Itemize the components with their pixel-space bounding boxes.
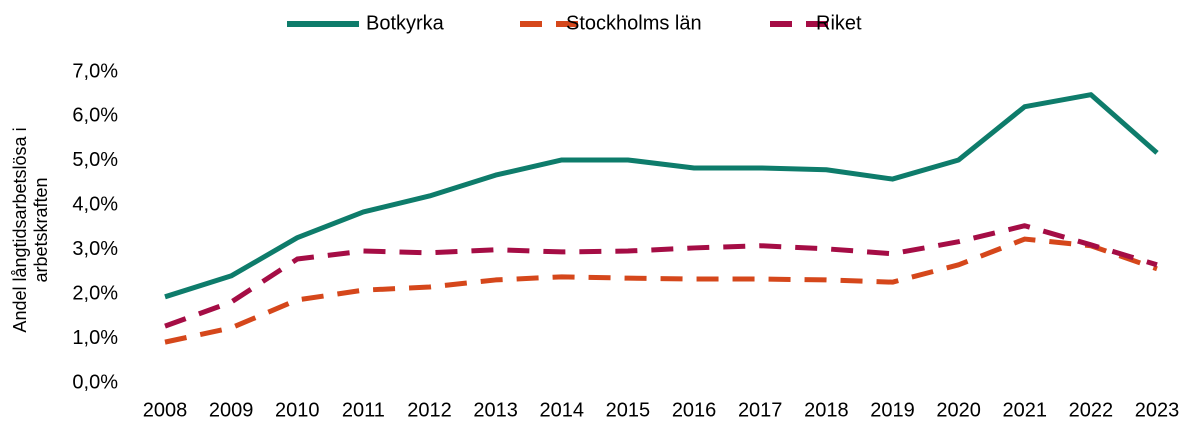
x-tick-label: 2010 [275,399,320,421]
x-tick-label: 2016 [672,399,717,421]
y-tick-label: 0,0% [72,371,118,393]
x-tick-label: 2013 [473,399,518,421]
y-tick-label: 4,0% [72,194,118,216]
y-axis-label-line: arbetskraften [31,177,51,282]
series-line [164,236,1158,345]
legend-label: Riket [816,12,862,34]
x-tick-label: 2020 [936,399,981,421]
x-tick-label: 2022 [1069,399,1114,421]
x-tick-label: 2009 [209,399,254,421]
y-tick-label: 5,0% [72,149,118,171]
legend-label: Stockholms län [566,12,702,34]
y-tick-label: 2,0% [72,282,118,304]
y-axis-label-line: Andel långtidsarbetslösa i [10,127,30,332]
series-line [164,223,1158,329]
series-line [164,92,1159,300]
legend-label: Botkyrka [366,12,445,34]
x-tick-label: 2012 [407,399,452,421]
y-tick-label: 7,0% [72,60,118,82]
y-tick-label: 3,0% [72,238,118,260]
x-tick-label: 2014 [540,399,585,421]
x-tick-label: 2011 [342,399,385,421]
y-tick-label: 6,0% [72,105,118,127]
x-tick-label: 2017 [738,399,783,421]
x-tick-label: 2021 [1002,399,1047,421]
x-tick-label: 2018 [804,399,849,421]
x-tick-label: 2008 [143,399,188,421]
y-axis-label: Andel långtidsarbetslösa i arbetskraften [10,127,51,332]
y-tick-label: 1,0% [72,327,118,349]
x-tick-label: 2019 [870,399,915,421]
x-tick-label: 2023 [1135,399,1180,421]
x-tick-label: 2015 [606,399,651,421]
